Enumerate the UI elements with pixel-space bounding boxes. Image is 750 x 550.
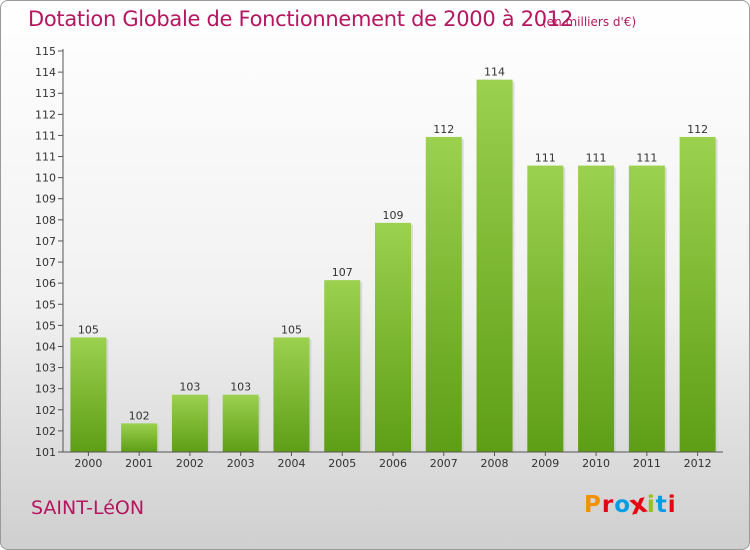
bar-2000 [70, 337, 107, 452]
x-tick-label: 2000 [74, 457, 102, 470]
x-tick-label: 2012 [684, 457, 712, 470]
bar-value-label: 111 [636, 152, 657, 165]
commune-name: SAINT-LéON [31, 497, 145, 519]
logo-letter: i [646, 492, 656, 518]
y-tick-label: 104 [35, 340, 56, 353]
bar-value-label: 112 [433, 123, 454, 136]
y-tick-label: 109 [35, 193, 56, 206]
bar-value-label: 111 [586, 152, 607, 165]
bar-2011 [628, 165, 665, 453]
x-tick-label: 2001 [125, 457, 153, 470]
bar-value-label: 105 [78, 323, 99, 336]
x-tick-label: 2006 [379, 457, 407, 470]
bar-2012 [679, 136, 716, 452]
y-tick-label: 106 [35, 277, 56, 290]
bar-2001 [121, 423, 158, 452]
y-tick-label: 115 [35, 45, 56, 58]
bar-value-label: 107 [332, 266, 353, 279]
bar-2002 [171, 394, 208, 452]
bar-value-label: 103 [230, 381, 251, 394]
bar-value-label: 109 [383, 209, 404, 222]
bar-value-label: 114 [484, 66, 505, 79]
y-tick-label: 108 [35, 214, 56, 227]
y-tick-label: 113 [35, 87, 56, 100]
x-tick-label: 2004 [277, 457, 305, 470]
y-tick-label: 105 [35, 319, 56, 332]
bar-2003 [222, 394, 259, 452]
y-tick-label: 111 [35, 151, 56, 164]
bar-2005 [324, 280, 361, 452]
y-tick-label: 110 [35, 172, 56, 185]
y-tick-label: 107 [35, 235, 56, 248]
logo-letter: r [601, 492, 615, 518]
x-tick-label: 2008 [481, 457, 509, 470]
logo-letter: P [584, 492, 602, 518]
bar-value-label: 111 [535, 152, 556, 165]
y-tick-label: 105 [35, 298, 56, 311]
x-tick-label: 2009 [531, 457, 559, 470]
x-tick-label: 2003 [227, 457, 255, 470]
chart-title: Dotation Globale de Fonctionnement de 20… [28, 7, 573, 31]
proxiti-logo: Proxiti [584, 488, 677, 521]
y-tick-label: 111 [35, 129, 56, 142]
x-tick-label: 2007 [430, 457, 458, 470]
logo-letter: o [614, 492, 632, 518]
bar-value-label: 112 [687, 123, 708, 136]
bar-value-label: 105 [281, 323, 302, 336]
bar-2007 [425, 136, 462, 452]
y-tick-label: 102 [35, 425, 56, 438]
bar-2010 [578, 165, 615, 453]
y-tick-label: 114 [35, 66, 56, 79]
bar-2004 [273, 337, 310, 452]
bar-value-label: 103 [179, 381, 200, 394]
y-tick-label: 103 [35, 362, 56, 375]
bar-2009 [527, 165, 564, 453]
bar-2008 [476, 79, 513, 453]
y-tick-label: 107 [35, 256, 56, 269]
y-tick-label: 102 [35, 404, 56, 417]
x-tick-label: 2010 [582, 457, 610, 470]
y-tick-label: 101 [35, 446, 56, 459]
y-tick-label: 112 [35, 108, 56, 121]
logo-letter: t [655, 492, 668, 518]
x-tick-label: 2011 [633, 457, 661, 470]
bar-2006 [375, 222, 411, 452]
logo-letter: i [667, 492, 677, 518]
y-tick-label: 103 [35, 383, 56, 396]
chart-unit: (en milliers d'€) [542, 15, 637, 29]
x-tick-label: 2002 [176, 457, 204, 470]
bar-value-label: 102 [129, 409, 150, 422]
x-tick-label: 2005 [328, 457, 356, 470]
